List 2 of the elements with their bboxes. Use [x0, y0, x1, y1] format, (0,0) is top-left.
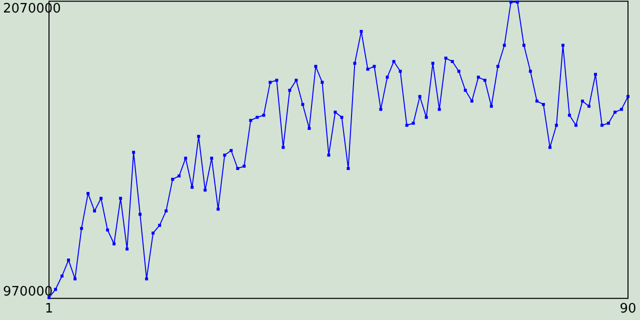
x-tick-label: 1: [44, 301, 54, 316]
x-tick-label: 90: [620, 301, 636, 316]
